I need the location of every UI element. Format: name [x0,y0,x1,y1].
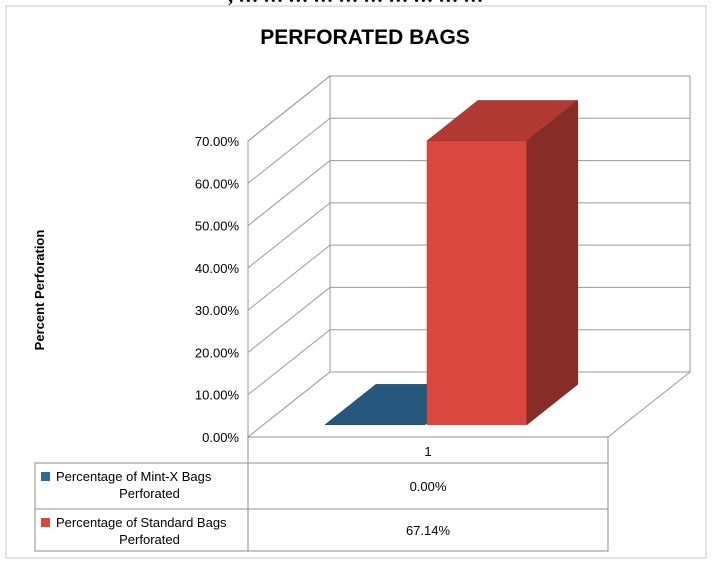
y-tick-label: 10.00% [195,388,240,403]
bar-side [526,99,579,426]
y-tick-label: 50.00% [195,219,240,234]
cropped-header-text: , … … … … … … … … … … [0,0,713,7]
legend-label: Perforated [119,486,180,501]
legend-label: Percentage of Mint-X Bags [56,469,212,484]
bar-standard [426,99,579,426]
gridline [247,75,690,142]
chart-title: PERFORATED BAGS [260,26,470,49]
y-axis-label: Percent Perforation [32,230,47,351]
legend-swatch [41,472,50,481]
y-tick-label: 40.00% [195,261,240,276]
y-tick-label: 0.00% [202,430,239,445]
legend-label: Percentage of Standard Bags [56,515,227,530]
category-label: 1 [424,444,431,459]
y-tick-label: 60.00% [195,176,240,191]
y-axis-ticks: 0.00% 10.00% 20.00% 30.00% 40.00% 50.00% 60.00… [195,134,240,445]
y-tick-label: 70.00% [195,134,240,149]
y-tick-label: 30.00% [195,303,240,318]
y-tick-label: 20.00% [195,345,240,360]
data-table: 1 Percentage of Mint-X Bags Perforated 0.00… [34,436,609,552]
legend-swatch [41,518,50,527]
bars [324,99,579,426]
table-body [34,462,609,552]
data-label: 67.14% [406,523,451,538]
data-label: 0.00% [410,479,447,494]
legend-label: Perforated [119,532,180,547]
bar-front [426,140,528,425]
